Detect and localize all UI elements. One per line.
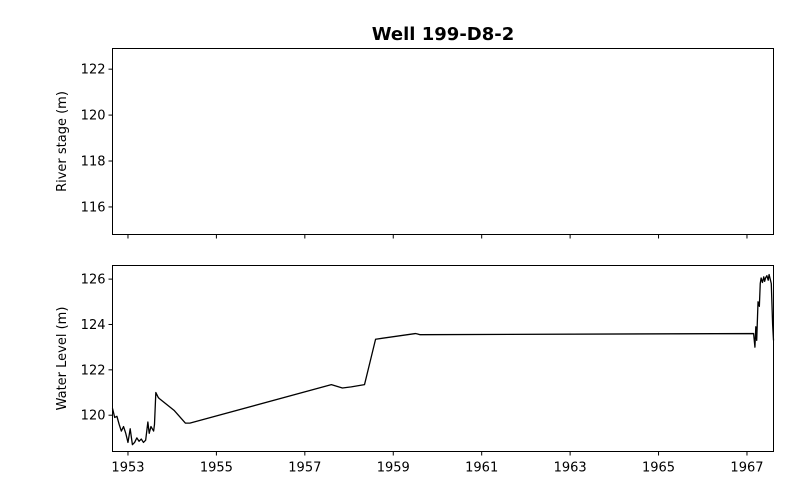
- bottom-x-tick-label: 1953: [111, 461, 144, 476]
- bottom-x-ticks: 1953 1955 1957 1959 1961 1963 1965 1967: [111, 451, 764, 476]
- bottom-x-tick-label: 1957: [288, 461, 321, 476]
- top-y-tick-label: 116: [81, 200, 106, 215]
- bottom-y-axis-label: Water Level (m): [55, 307, 70, 411]
- bottom-y-ticks: 120 122 124 126: [81, 273, 113, 424]
- top-y-tick-label: 122: [81, 63, 106, 78]
- chart-title: Well 199-D8-2: [372, 24, 515, 45]
- water-level-line: [111, 273, 775, 446]
- top-y-tick-label: 120: [81, 109, 106, 124]
- top-y-axis-label: River stage (m): [55, 91, 70, 192]
- top-y-ticks: 116 118 120 122: [81, 63, 113, 215]
- bottom-y-tick-label: 120: [81, 409, 106, 424]
- bottom-y-tick-label: 122: [81, 363, 106, 378]
- top-y-tick-label: 118: [81, 155, 106, 170]
- top-x-ticks: [127, 234, 748, 239]
- bottom-x-tick-label: 1961: [465, 461, 498, 476]
- bottom-x-tick-label: 1959: [377, 461, 410, 476]
- top-panel: 116 118 120 122 River stage (m): [55, 48, 774, 239]
- bottom-plot-frame: [112, 265, 774, 452]
- bottom-x-tick-label: 1967: [730, 461, 763, 476]
- top-plot-frame: [112, 48, 774, 235]
- bottom-x-tick-label: 1965: [642, 461, 675, 476]
- bottom-panel: 120 122 124 126 1953 1955 1957 1959 1961 1963 196…: [55, 265, 775, 476]
- bottom-y-tick-label: 124: [81, 318, 106, 333]
- bottom-y-tick-label: 126: [81, 273, 106, 288]
- bottom-x-tick-label: 1963: [554, 461, 587, 476]
- bottom-x-tick-label: 1955: [200, 461, 233, 476]
